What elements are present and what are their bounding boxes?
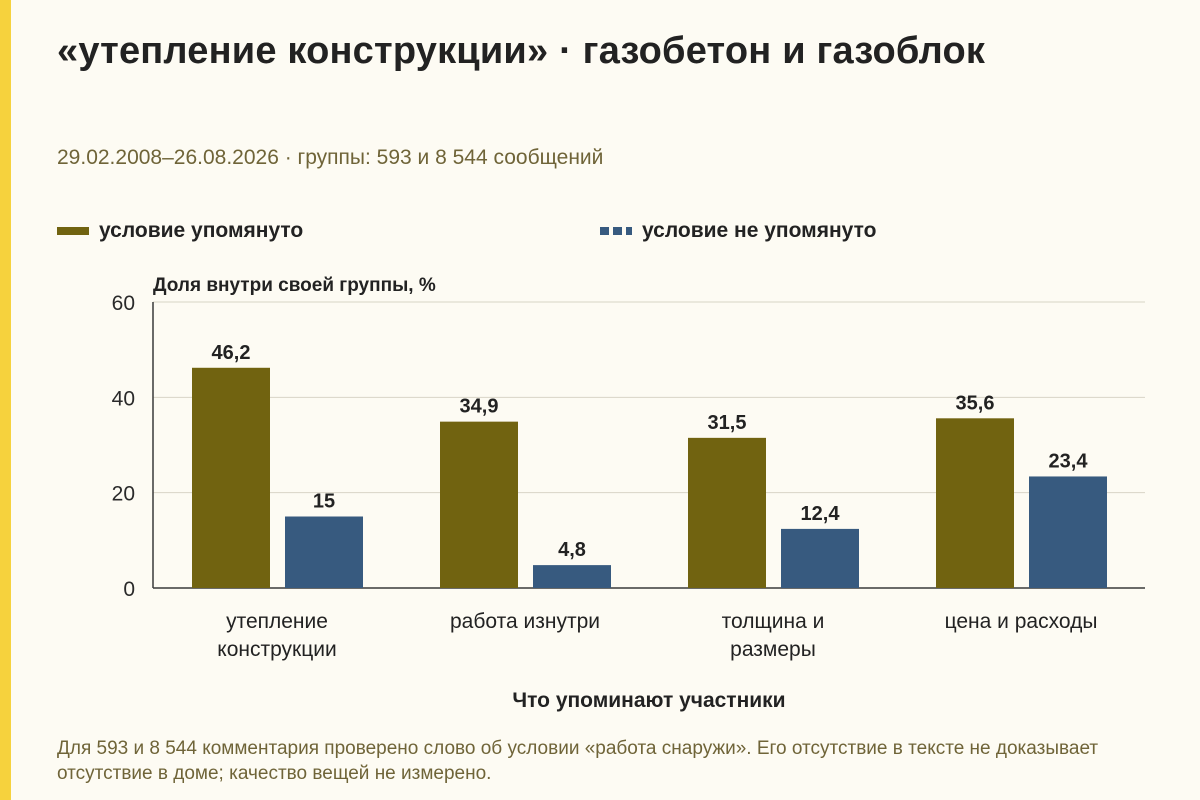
legend-item-mentioned: условие упомянуто bbox=[57, 219, 303, 243]
chart-title: «утепление конструкции» · газобетон и га… bbox=[57, 30, 986, 72]
accent-bar bbox=[0, 0, 11, 800]
x-axis-label: Что упоминают участники bbox=[512, 689, 785, 712]
bar-mentioned bbox=[440, 421, 518, 588]
bar-mentioned bbox=[688, 437, 766, 588]
data-label: 35,6 bbox=[956, 392, 995, 414]
data-label: 34,9 bbox=[460, 396, 499, 418]
bar-not-mentioned bbox=[285, 516, 363, 588]
chart-subtitle: 29.02.2008–26.08.2026 · группы: 593 и 8 … bbox=[57, 146, 604, 169]
x-tick-label: размеры bbox=[730, 638, 816, 661]
data-label: 23,4 bbox=[1049, 450, 1089, 472]
bar-mentioned bbox=[192, 367, 270, 588]
x-tick-label: работа изнутри bbox=[450, 610, 600, 633]
legend-swatch-not-mentioned bbox=[600, 227, 632, 235]
legend-item-not-mentioned: условие не упомянуто bbox=[600, 219, 876, 243]
y-tick-label: 20 bbox=[112, 483, 135, 506]
data-label: 15 bbox=[313, 491, 335, 513]
x-tick-label: цена и расходы bbox=[945, 610, 1098, 633]
footnote: Для 593 и 8 544 комментария проверено сл… bbox=[57, 738, 1099, 784]
bar-not-mentioned bbox=[533, 565, 611, 588]
y-tick-label: 0 bbox=[123, 578, 135, 601]
bar-mentioned bbox=[936, 418, 1014, 588]
bar-not-mentioned bbox=[781, 528, 859, 588]
data-label: 12,4 bbox=[801, 503, 841, 525]
legend-label-not-mentioned: условие не упомянуто bbox=[642, 219, 877, 242]
legend-label-mentioned: условие упомянуто bbox=[99, 219, 304, 242]
bar-not-mentioned bbox=[1029, 476, 1107, 588]
x-tick-label: конструкции bbox=[217, 638, 336, 661]
x-tick-label: утепление bbox=[226, 610, 328, 633]
data-label: 46,2 bbox=[212, 342, 251, 364]
x-tick-label: толщина и bbox=[722, 610, 825, 633]
data-label: 4,8 bbox=[558, 539, 586, 561]
y-tick-label: 60 bbox=[112, 292, 135, 315]
y-tick-label: 40 bbox=[112, 387, 135, 410]
y-axis-label: Доля внутри своей группы, % bbox=[153, 275, 436, 296]
data-label: 31,5 bbox=[708, 412, 747, 434]
legend-swatch-mentioned bbox=[57, 227, 89, 235]
